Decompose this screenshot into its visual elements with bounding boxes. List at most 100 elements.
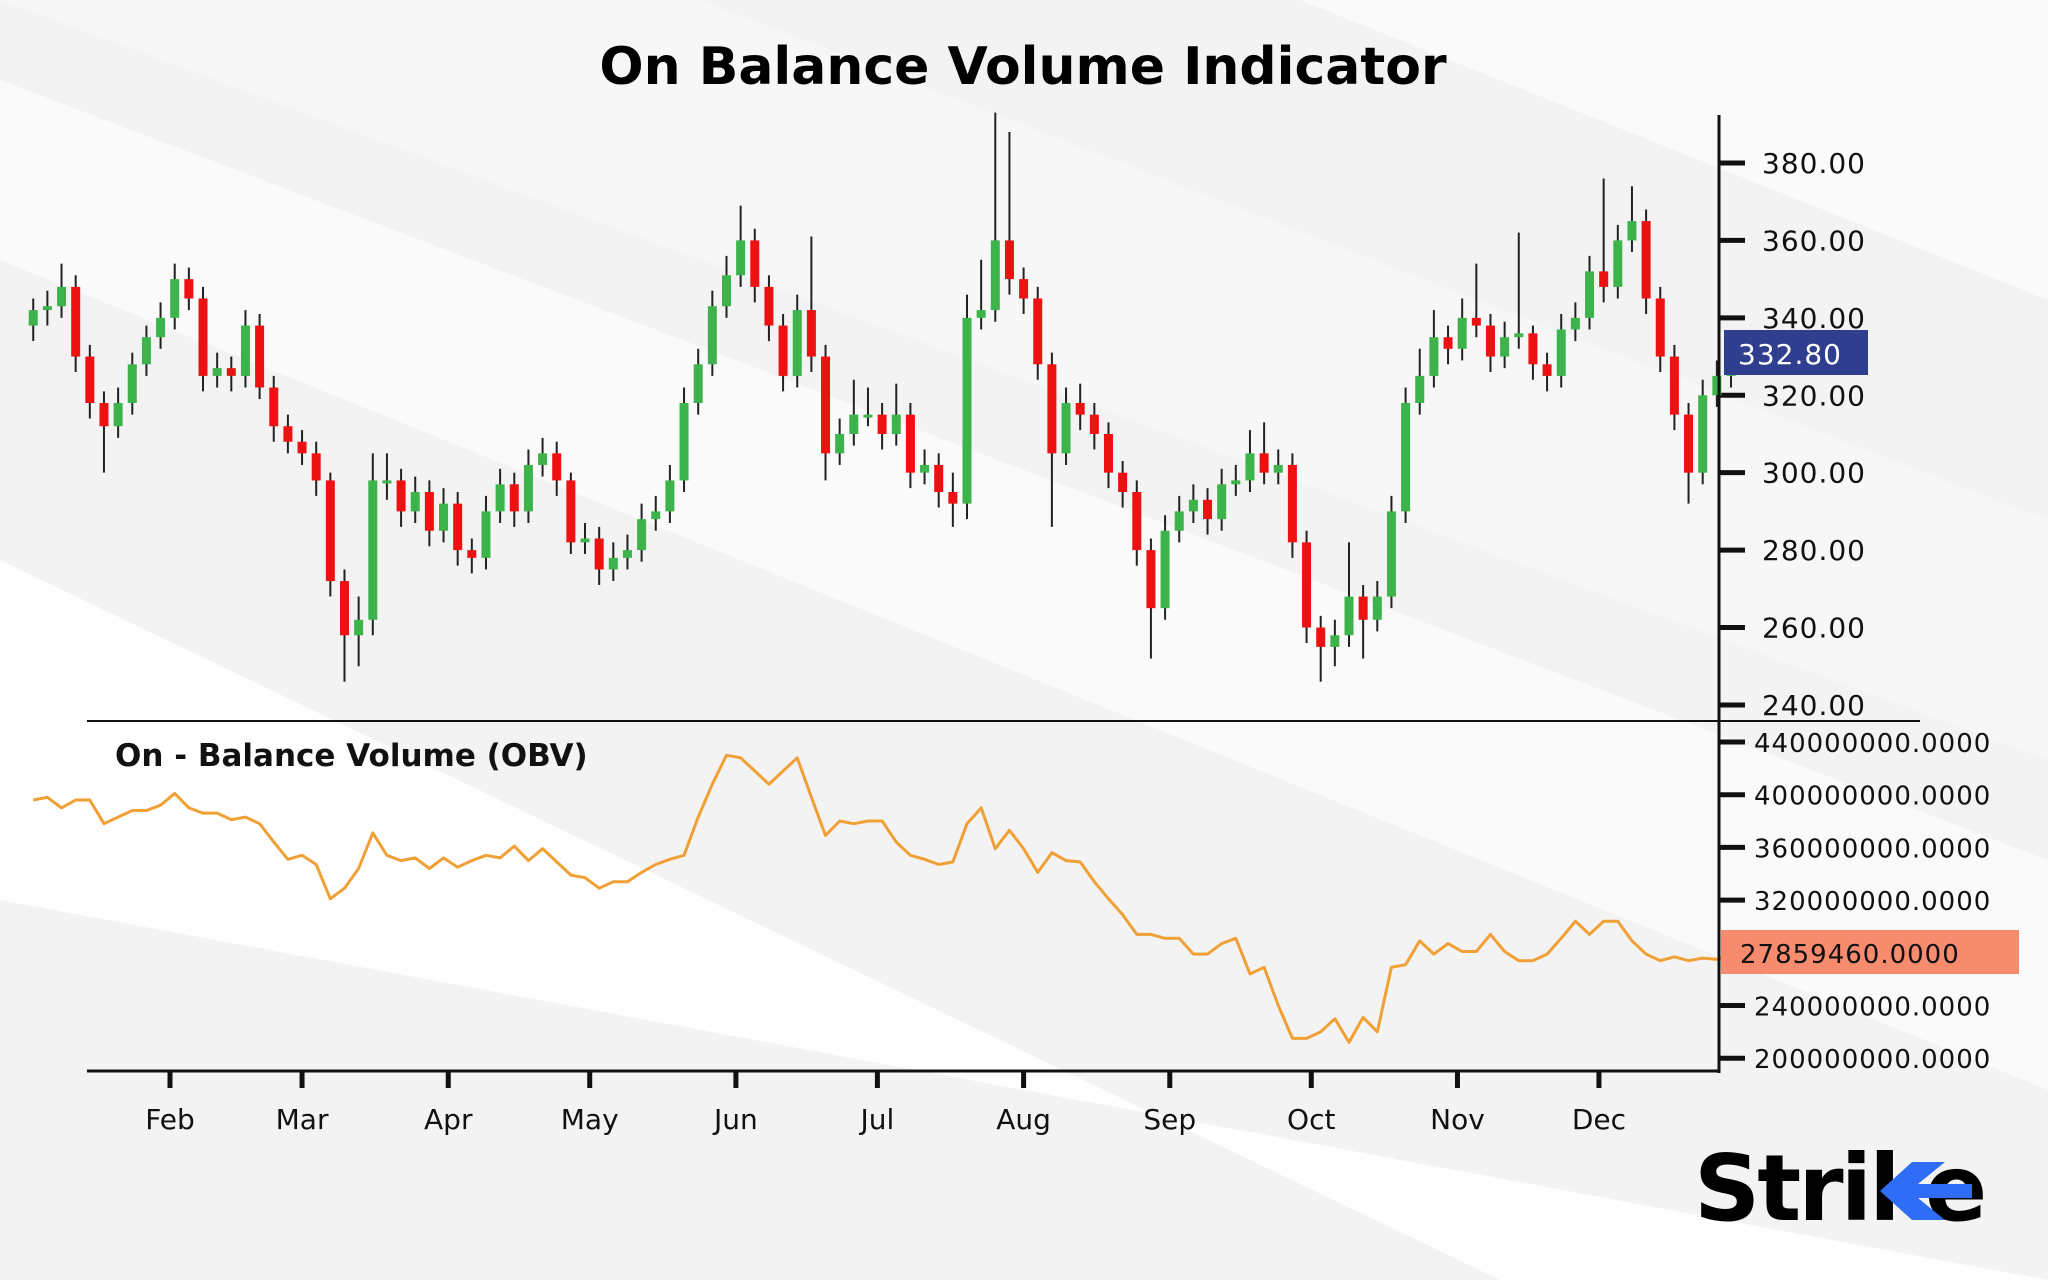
candle	[764, 275, 774, 342]
candle	[1019, 267, 1029, 314]
candle	[637, 503, 647, 562]
candle	[1457, 298, 1467, 361]
candle	[863, 387, 873, 427]
candle-body-down	[1019, 279, 1029, 299]
candle	[552, 441, 562, 496]
candle-body-down	[1641, 221, 1651, 299]
candle-body-down	[1358, 596, 1368, 620]
candle	[1217, 468, 1227, 531]
candle	[1570, 302, 1580, 342]
candle-body-up	[538, 453, 548, 465]
candle-body-down	[226, 368, 236, 376]
price-tick-label: 280.00	[1762, 534, 1866, 567]
price-axis: 380.00 360.00 340.00 320.00 300.00 280.00 260.…	[1719, 147, 1866, 722]
candle	[212, 352, 222, 388]
candle	[905, 403, 915, 489]
candle-body-down	[184, 279, 194, 299]
candle-body-up	[1386, 511, 1396, 597]
month-label: Jul	[859, 1103, 895, 1136]
candle	[481, 495, 491, 570]
candle	[198, 286, 208, 392]
candle-body-up	[679, 403, 689, 481]
candle	[85, 344, 95, 419]
candle-body-down	[750, 240, 760, 287]
candle	[1287, 453, 1297, 558]
candle	[297, 430, 307, 465]
candle	[891, 383, 901, 446]
candle	[1415, 348, 1425, 415]
candle	[1174, 495, 1184, 543]
candle-body-up	[651, 511, 661, 520]
chart-title: On Balance Volume Indicator	[599, 37, 1447, 97]
candle-body-up	[976, 310, 986, 318]
obv-tick-label: 400000000.0000	[1754, 782, 1991, 812]
candle	[990, 112, 1000, 322]
candle	[622, 534, 632, 570]
candle	[1146, 538, 1156, 659]
candle	[382, 453, 392, 500]
candle-body-down	[594, 538, 604, 570]
candle	[1118, 461, 1128, 508]
candle-body-up	[1344, 596, 1354, 636]
candle-body-down	[1118, 472, 1128, 493]
candle-body-up	[1245, 453, 1255, 481]
month-label: Mar	[276, 1103, 329, 1136]
candle	[71, 275, 81, 373]
candle-body-down	[424, 492, 434, 531]
candle	[736, 205, 746, 287]
candle	[311, 441, 321, 496]
candle-body-down	[1132, 492, 1142, 551]
candle	[509, 472, 519, 527]
candle-body-down	[806, 310, 816, 357]
candle	[127, 352, 137, 415]
candle-body-down	[325, 480, 335, 582]
candle-body-down	[269, 387, 279, 427]
month-label: Jun	[712, 1103, 758, 1136]
candle	[1203, 488, 1213, 535]
candle	[948, 472, 958, 527]
last-obv-badge-bg	[1721, 930, 2019, 974]
candle-body-down	[778, 325, 788, 376]
price-tick-label: 360.00	[1762, 224, 1866, 257]
candle-body-up	[1401, 403, 1411, 512]
candle-body-down	[1203, 499, 1213, 520]
candle	[1231, 464, 1241, 496]
candle	[1188, 484, 1198, 524]
candle-body-up	[1570, 317, 1580, 330]
candle	[1089, 403, 1099, 450]
last-price-badge: 332.80	[1724, 330, 1868, 375]
candle-body-down	[311, 453, 321, 481]
candle-body-up	[1514, 333, 1524, 338]
month-label: May	[561, 1103, 619, 1136]
candle-body-up	[1330, 635, 1340, 647]
candle	[1684, 403, 1694, 504]
candle	[1500, 321, 1510, 369]
candle-body-up	[1429, 337, 1439, 376]
candle-body-up	[1585, 271, 1595, 318]
candle-body-down	[877, 414, 887, 434]
candle	[1585, 255, 1595, 330]
last-obv-label: 27859460.0000	[1740, 940, 1960, 970]
candle-body-up	[127, 364, 137, 404]
candle	[538, 437, 548, 477]
candle-body-down	[467, 550, 477, 558]
obv-axis: 440000000.0000 400000000.0000 360000000.00…	[1719, 729, 1991, 1075]
candle	[566, 472, 576, 554]
candle-body-up	[990, 240, 1000, 311]
candle	[679, 387, 689, 493]
candle-body-up	[608, 557, 618, 570]
candle-body-down	[566, 480, 576, 543]
candle	[1641, 209, 1651, 314]
candle	[113, 387, 123, 438]
candle	[806, 236, 816, 373]
candle-body-down	[948, 492, 958, 504]
month-label: Apr	[424, 1103, 473, 1136]
candle	[778, 313, 788, 392]
candle-body-down	[85, 356, 95, 404]
candle-body-down	[297, 441, 307, 454]
candle	[1401, 387, 1411, 524]
candle-body-up	[240, 325, 250, 376]
month-label: Feb	[145, 1103, 195, 1136]
candle	[1316, 615, 1326, 682]
